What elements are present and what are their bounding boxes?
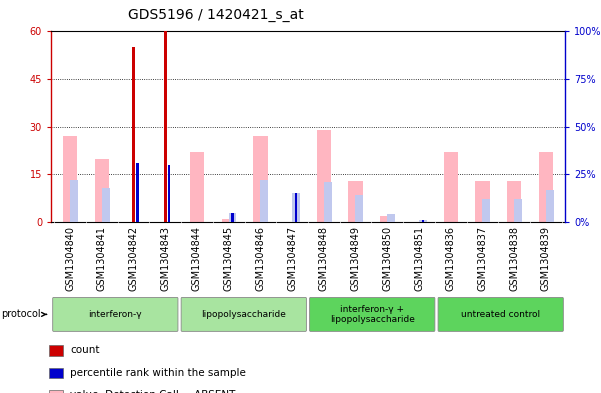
Bar [514,199,522,222]
Text: interferon-γ +
lipopolysaccharide: interferon-γ + lipopolysaccharide [330,305,415,324]
Bar [253,136,267,222]
Bar [507,181,521,222]
Bar [231,213,234,222]
Bar [380,216,394,222]
Bar [349,181,363,222]
Bar [222,219,236,222]
Bar [292,193,300,222]
Bar [294,193,297,222]
Text: GSM1304843: GSM1304843 [160,226,170,291]
Bar [168,165,170,222]
Text: GDS5196 / 1420421_s_at: GDS5196 / 1420421_s_at [128,7,304,22]
Bar [421,220,424,222]
Bar [70,180,78,222]
Bar [538,152,553,222]
Bar [475,181,490,222]
Text: GSM1304846: GSM1304846 [255,226,266,291]
Bar [63,136,78,222]
Bar [49,390,63,393]
Bar [164,31,166,222]
Text: protocol: protocol [1,309,46,320]
Text: GSM1304837: GSM1304837 [477,226,487,291]
Bar [324,182,332,222]
Bar [95,158,109,222]
Text: count: count [70,345,100,355]
Text: GSM1304841: GSM1304841 [97,226,107,291]
Text: GSM1304842: GSM1304842 [129,226,139,291]
Bar [419,220,427,222]
Text: interferon-γ: interferon-γ [88,310,142,319]
Text: GSM1304850: GSM1304850 [382,226,392,291]
Bar [49,367,63,378]
Text: GSM1304851: GSM1304851 [414,226,424,291]
Text: percentile rank within the sample: percentile rank within the sample [70,368,246,378]
Bar [228,213,236,222]
Text: lipopolysaccharide: lipopolysaccharide [201,310,286,319]
Text: GSM1304838: GSM1304838 [509,226,519,291]
Text: GSM1304847: GSM1304847 [287,226,297,291]
Bar [317,130,331,222]
FancyBboxPatch shape [53,298,178,331]
Bar [136,163,139,222]
Bar [132,47,135,222]
Text: GSM1304840: GSM1304840 [65,226,75,291]
Text: untreated control: untreated control [461,310,540,319]
Bar [49,345,63,356]
Bar [444,152,458,222]
Text: GSM1304839: GSM1304839 [541,226,551,291]
Bar [355,195,364,222]
Text: value, Detection Call = ABSENT: value, Detection Call = ABSENT [70,390,236,393]
Text: GSM1304844: GSM1304844 [192,226,202,291]
Bar [546,190,554,222]
Text: GSM1304845: GSM1304845 [224,226,234,291]
FancyBboxPatch shape [181,298,307,331]
Bar [102,188,109,222]
Text: GSM1304848: GSM1304848 [319,226,329,291]
Bar [387,215,395,222]
FancyBboxPatch shape [310,298,435,331]
Bar [190,152,204,222]
Text: GSM1304836: GSM1304836 [446,226,456,291]
Bar [483,199,490,222]
Text: GSM1304849: GSM1304849 [350,226,361,291]
FancyBboxPatch shape [438,298,563,331]
Bar [260,180,268,222]
